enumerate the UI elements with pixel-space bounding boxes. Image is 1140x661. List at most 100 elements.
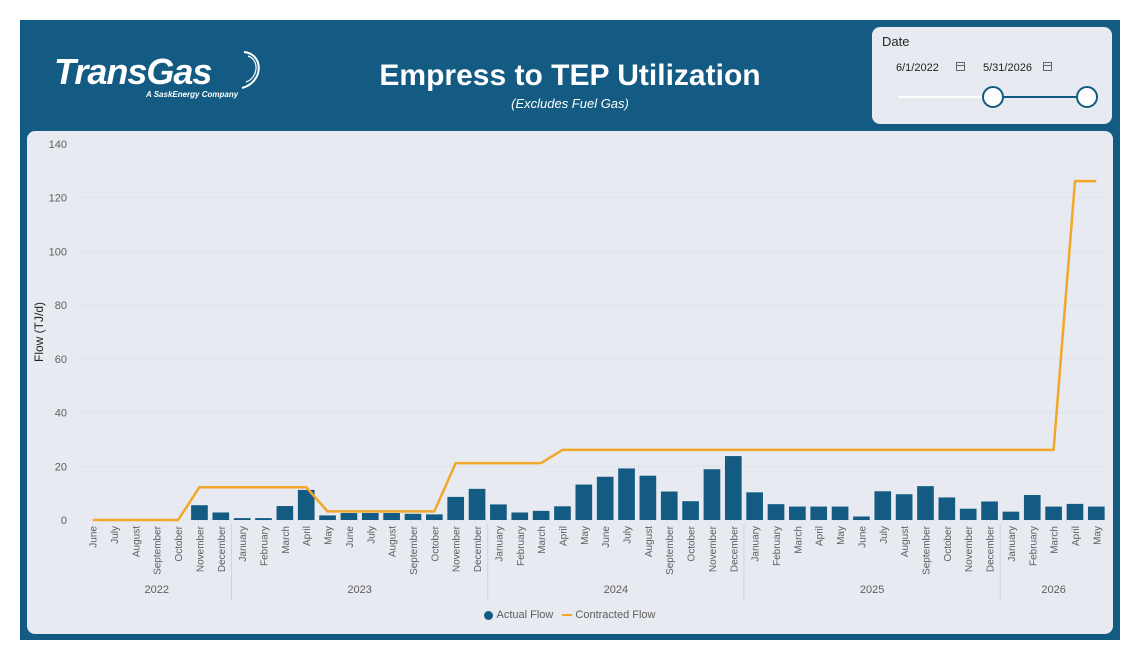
x-tick-label: August bbox=[644, 526, 655, 557]
x-tick-label: May bbox=[1092, 526, 1103, 545]
x-tick-label: July bbox=[110, 526, 121, 544]
bar-actual-flow bbox=[853, 516, 870, 520]
bar-actual-flow bbox=[511, 512, 529, 520]
x-tick-label: June bbox=[601, 526, 612, 548]
x-tick-label: September bbox=[921, 525, 932, 575]
x-tick-label: October bbox=[430, 525, 441, 561]
x-tick-label: October bbox=[174, 525, 185, 561]
bar-actual-flow bbox=[554, 506, 571, 520]
bar-actual-flow bbox=[724, 456, 742, 520]
bar-actual-flow bbox=[468, 488, 486, 520]
legend-contracted-marker bbox=[562, 614, 573, 617]
legend-actual-marker bbox=[484, 610, 494, 620]
calendar-icon[interactable] bbox=[956, 62, 965, 71]
bar-actual-flow bbox=[981, 501, 998, 520]
x-tick-label: March bbox=[537, 526, 548, 554]
x-tick-label: August bbox=[900, 526, 911, 557]
bar-actual-flow bbox=[319, 515, 336, 520]
bar-actual-flow bbox=[276, 506, 294, 520]
x-tick-label: December bbox=[217, 525, 228, 572]
bar-actual-flow bbox=[404, 513, 422, 520]
x-tick-label: April bbox=[558, 526, 569, 546]
x-tick-label: June bbox=[857, 526, 868, 548]
bar-actual-flow bbox=[255, 518, 272, 520]
x-tick-label: September bbox=[153, 525, 164, 575]
slider-end-handle[interactable] bbox=[1076, 86, 1098, 108]
transgas-logo: TransGas A SaskEnergy Company bbox=[54, 51, 264, 104]
bar-actual-flow bbox=[959, 508, 977, 520]
page-title: Empress to TEP Utilization bbox=[379, 59, 761, 92]
legend-contracted-flow[interactable]: Contracted Flow bbox=[562, 609, 656, 621]
bar-actual-flow bbox=[703, 469, 721, 520]
x-tick-label: August bbox=[131, 526, 142, 557]
x-tick-label: October bbox=[943, 525, 954, 561]
bar-actual-flow bbox=[938, 497, 956, 520]
y-axis-label: Flow (TJ/d) bbox=[32, 302, 46, 362]
start-date-value: 6/1/2022 bbox=[896, 62, 939, 74]
x-tick-label: December bbox=[986, 525, 997, 572]
y-tick-label: 140 bbox=[49, 139, 67, 151]
bar-actual-flow bbox=[789, 506, 806, 520]
logo-wordmark: TransGas bbox=[54, 51, 212, 92]
y-tick-label: 60 bbox=[55, 354, 67, 366]
bar-actual-flow bbox=[383, 513, 400, 520]
x-tick-label: February bbox=[1028, 526, 1039, 566]
bar-actual-flow bbox=[1087, 506, 1105, 520]
bar-actual-flow bbox=[340, 513, 358, 520]
x-tick-label: December bbox=[729, 525, 740, 572]
legend-actual-label: Actual Flow bbox=[496, 609, 554, 622]
x-tick-label: February bbox=[772, 526, 783, 566]
x-tick-label: May bbox=[836, 526, 847, 545]
y-tick-label: 120 bbox=[49, 193, 67, 205]
slider-start-handle[interactable] bbox=[982, 86, 1004, 108]
x-tick-label: February bbox=[260, 526, 271, 566]
y-tick-label: 0 bbox=[61, 515, 67, 527]
logo-tagline: A SaskEnergy Company bbox=[146, 90, 239, 99]
bar-actual-flow bbox=[746, 492, 763, 520]
year-label: 2025 bbox=[860, 584, 884, 596]
chart-card: 0 20 40 60 80 100 120 140 Flow (TJ/d) June July Aug… bbox=[27, 131, 1113, 634]
x-tick-label: February bbox=[516, 526, 527, 566]
x-tick-label: April bbox=[815, 526, 826, 546]
x-tick-label: April bbox=[1071, 526, 1082, 546]
legend-actual-flow[interactable]: Actual Flow bbox=[484, 609, 553, 621]
x-tick-label: June bbox=[345, 526, 356, 548]
bar-actual-flow bbox=[596, 476, 614, 520]
x-tick-label: May bbox=[324, 526, 335, 545]
x-tick-label: January bbox=[751, 526, 762, 562]
slider-selected-range[interactable] bbox=[999, 96, 1087, 98]
y-tick-label: 80 bbox=[55, 300, 67, 312]
bar-actual-flow bbox=[297, 489, 315, 520]
x-tick-label: September bbox=[665, 525, 676, 575]
bar-actual-flow bbox=[831, 506, 849, 520]
bar-actual-flow bbox=[447, 496, 465, 520]
bar-actual-flow bbox=[575, 484, 593, 520]
bar-actual-flow bbox=[895, 494, 913, 520]
flow-chart: 0 20 40 60 80 100 120 140 Flow (TJ/d) June July Aug… bbox=[32, 139, 1107, 600]
x-tick-label: January bbox=[494, 526, 505, 562]
line-contracted-flow bbox=[92, 179, 1097, 522]
x-tick-label: January bbox=[238, 526, 249, 562]
x-tick-label: March bbox=[281, 526, 292, 554]
bar-actual-flow bbox=[426, 514, 443, 520]
bar-actual-flow bbox=[1023, 495, 1041, 520]
bar-actual-flow bbox=[212, 512, 230, 520]
end-date-field[interactable]: 5/31/2026 bbox=[983, 57, 1055, 79]
calendar-icon[interactable] bbox=[1043, 62, 1052, 71]
bar-actual-flow bbox=[1002, 511, 1020, 520]
x-tick-label: April bbox=[302, 526, 313, 546]
bar-actual-flow bbox=[361, 513, 379, 520]
year-label: 2026 bbox=[1041, 584, 1065, 596]
slider-track[interactable] bbox=[899, 96, 999, 98]
x-tick-label: September bbox=[409, 525, 420, 575]
chart-legend: Actual Flow Contracted Flow bbox=[27, 609, 1113, 621]
start-date-field[interactable]: 6/1/2022 bbox=[896, 57, 968, 79]
logo-swoosh-icon bbox=[241, 51, 260, 89]
bar-actual-flow bbox=[490, 504, 507, 520]
bar-actual-flow bbox=[810, 506, 828, 520]
x-tick-label: December bbox=[473, 525, 484, 572]
x-tick-label: May bbox=[580, 526, 591, 545]
y-tick-label: 100 bbox=[49, 246, 67, 258]
date-slicer: Date 6/1/2022 5/31/2026 bbox=[872, 27, 1112, 124]
x-tick-label: July bbox=[623, 526, 634, 544]
